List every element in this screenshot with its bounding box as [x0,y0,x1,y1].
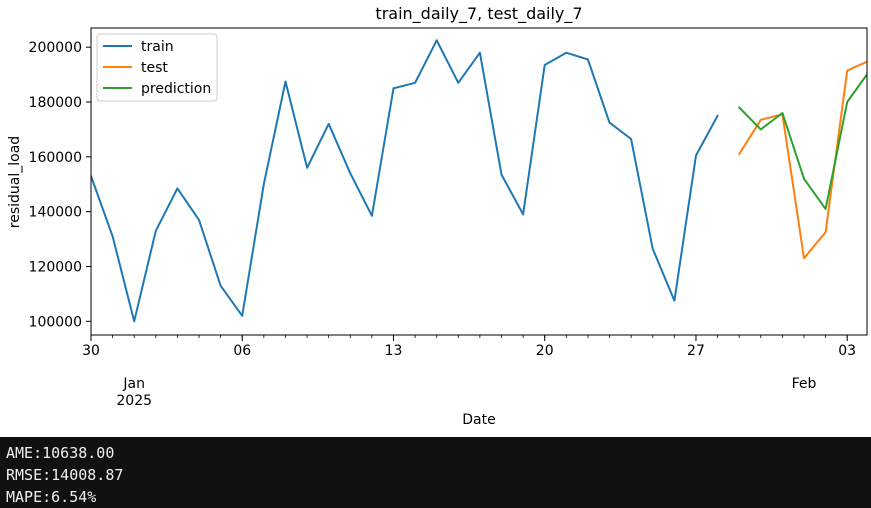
legend-label-test: test [141,60,168,76]
y-tick-label: 160000 [29,150,82,166]
y-tick-label: 140000 [29,205,82,221]
legend-label-train: train [141,39,174,55]
x-secondary-label: Jan [122,376,145,392]
legend: train test prediction [96,33,218,102]
plot-frame [90,27,868,336]
y-axis-label: residual_load [7,136,23,228]
series-line-test [738,60,867,260]
ame-metric: AME:10638.00 [6,444,115,462]
x-secondary-label: Feb [792,376,817,392]
rmse-metric: RMSE:14008.87 [6,466,124,484]
x-tick-label: 20 [536,343,554,359]
mape-metric: MAPE:6.54% [6,488,97,506]
legend-label-prediction: prediction [141,81,211,97]
x-secondary-label: 2025 [116,393,152,409]
legend-box [96,33,218,102]
x-tick-label: 06 [233,343,251,359]
y-tick-label: 100000 [29,314,82,330]
x-tick-label: 03 [838,343,856,359]
y-tick-label: 200000 [29,40,82,56]
series-line-train [91,39,719,323]
x-axis-label: Date [462,412,495,428]
chart-title: train_daily_7, test_daily_7 [375,4,582,24]
line-chart: train_daily_7, test_daily_7 100000 120000… [7,4,868,428]
x-tick-label: 13 [385,343,403,359]
x-tick-label: 30 [82,343,100,359]
chart-figure: train_daily_7, test_daily_7 100000 120000… [7,4,868,428]
metrics-console: AME:10638.00 RMSE:14008.87 MAPE:6.54% [0,437,871,508]
y-tick-label: 180000 [29,95,82,111]
x-tick-label: 27 [687,343,705,359]
y-tick-label: 120000 [29,259,82,275]
series-line-prediction [738,72,867,210]
